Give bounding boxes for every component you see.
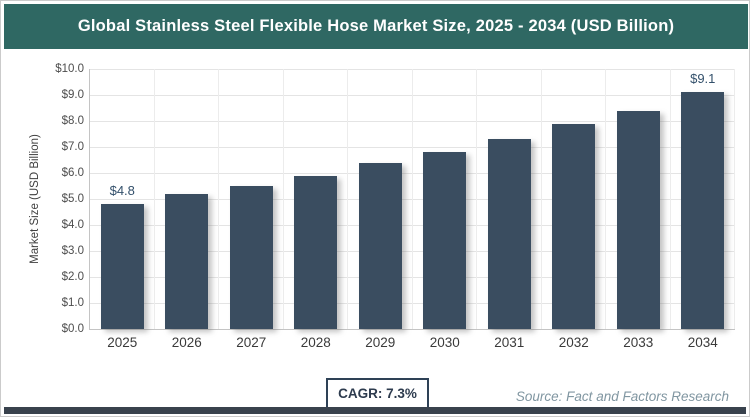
x-tick-label-2030: 2030 (429, 335, 460, 350)
bar-2029 (358, 162, 402, 329)
x-tick-label-2032: 2032 (558, 335, 589, 350)
bottom-accent-bar (4, 407, 746, 414)
bar-2031 (487, 139, 531, 329)
y-tick-label: $2.0 (61, 271, 84, 283)
bar-2034 (681, 92, 725, 329)
y-tick-label: $3.0 (61, 245, 84, 257)
gridline-horizontal (90, 69, 735, 70)
y-tick-label: $6.0 (61, 167, 84, 179)
bar-slot-2027 (219, 69, 284, 329)
bar-2033 (616, 110, 660, 329)
gridline-vertical (411, 69, 413, 329)
y-tick-label: $4.0 (61, 219, 84, 231)
gridline-horizontal (90, 225, 735, 226)
x-tick-label-2031: 2031 (494, 335, 525, 350)
bar-2025 (100, 204, 144, 329)
y-tick-label: $9.0 (61, 89, 84, 101)
gridline-horizontal (90, 199, 735, 200)
x-tick-label-2028: 2028 (300, 335, 331, 350)
x-tick-label-2026: 2026 (171, 335, 202, 350)
gridline-horizontal (90, 121, 735, 122)
gridline-vertical (669, 69, 671, 329)
gridline-vertical (734, 69, 735, 329)
gridline-horizontal (90, 303, 735, 304)
gridline-vertical (282, 69, 284, 329)
gridline-horizontal (90, 173, 735, 174)
bar-slot-2025: $4.8 (90, 69, 155, 329)
bar-slot-2033 (606, 69, 671, 329)
x-tick-label-2029: 2029 (365, 335, 396, 350)
bar-2027 (229, 186, 273, 329)
cagr-label: CAGR: 7.3% (338, 386, 417, 401)
bar-slot-2031 (477, 69, 542, 329)
x-tick-label-2033: 2033 (623, 335, 654, 350)
bar-2028 (294, 175, 338, 329)
gridline-horizontal (90, 277, 735, 278)
chart-title: Global Stainless Steel Flexible Hose Mar… (77, 17, 675, 35)
source-attribution: Source: Fact and Factors Research (515, 389, 729, 404)
gridline-vertical (347, 69, 348, 329)
bar-slot-2028 (284, 69, 349, 329)
y-tick-label: $0.0 (61, 323, 84, 335)
gridline-vertical (605, 69, 606, 329)
y-tick-label: $10.0 (55, 63, 84, 75)
bar-slot-2034: $9.1 (671, 69, 736, 329)
y-tick-label: $5.0 (61, 193, 84, 205)
x-tick-label-2027: 2027 (236, 335, 267, 350)
gridline-vertical (218, 69, 219, 329)
bar-2032 (552, 123, 596, 329)
y-tick-label: $7.0 (61, 141, 84, 153)
bar-2030 (423, 152, 467, 329)
y-tick-label: $1.0 (61, 297, 84, 309)
chart-title-bar: Global Stainless Steel Flexible Hose Mar… (4, 4, 748, 49)
bar-value-label-2025: $4.8 (109, 183, 135, 199)
gridline-horizontal (90, 95, 735, 96)
x-tick-label-2034: 2034 (687, 335, 718, 350)
gridline-vertical (153, 69, 155, 329)
bar-slot-2026 (155, 69, 220, 329)
gridline-horizontal (90, 251, 735, 252)
gridline-vertical (540, 69, 542, 329)
gridline-horizontal (90, 147, 735, 148)
cagr-badge: CAGR: 7.3% (326, 378, 429, 409)
bar-slot-2032 (542, 69, 607, 329)
bar-slot-2030 (413, 69, 478, 329)
bar-value-label-2034: $9.1 (690, 71, 716, 87)
y-tick-label: $8.0 (61, 115, 84, 127)
bar-slot-2029 (348, 69, 413, 329)
plot-area: $0.0 $1.0 $2.0 $3.0 $4.0 $5.0 $6.0 $7.0 $8.0 $9.0… (55, 63, 736, 350)
x-tick-label-2025: 2025 (107, 335, 138, 350)
gridline-vertical (476, 69, 477, 329)
bar-2026 (165, 193, 209, 329)
